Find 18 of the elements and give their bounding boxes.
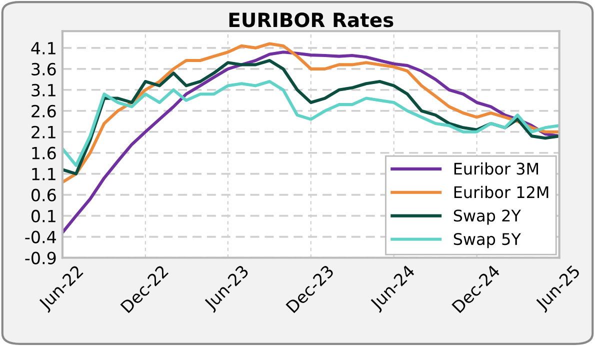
y-tick-label: 3.6 — [32, 62, 56, 76]
y-tick-label: 4.1 — [31, 42, 56, 54]
y-tick-label: 2.1 — [32, 126, 56, 138]
legend-label: Euribor 3M — [454, 162, 538, 175]
legend-label: Swap 5Y — [454, 233, 521, 248]
y-tick-label: 0.1 — [32, 210, 56, 222]
y-tick-label: 3.1 — [32, 84, 56, 96]
y-tick-label: 2.6 — [32, 104, 56, 118]
y-tick-label: -0.9 — [25, 252, 56, 264]
legend-label: Swap 2Y — [454, 210, 521, 225]
line-series — [62, 50, 560, 234]
y-tick-label: 0.6 — [32, 188, 56, 202]
y-tick-label: 1.6 — [32, 146, 56, 160]
y-tick-label: -0.4 — [25, 230, 56, 244]
legend-label: Euribor 12M — [454, 186, 548, 198]
line-series — [62, 42, 560, 184]
chart-title: EURIBOR Rates — [229, 12, 394, 28]
y-tick-label: 1.1 — [32, 168, 56, 180]
